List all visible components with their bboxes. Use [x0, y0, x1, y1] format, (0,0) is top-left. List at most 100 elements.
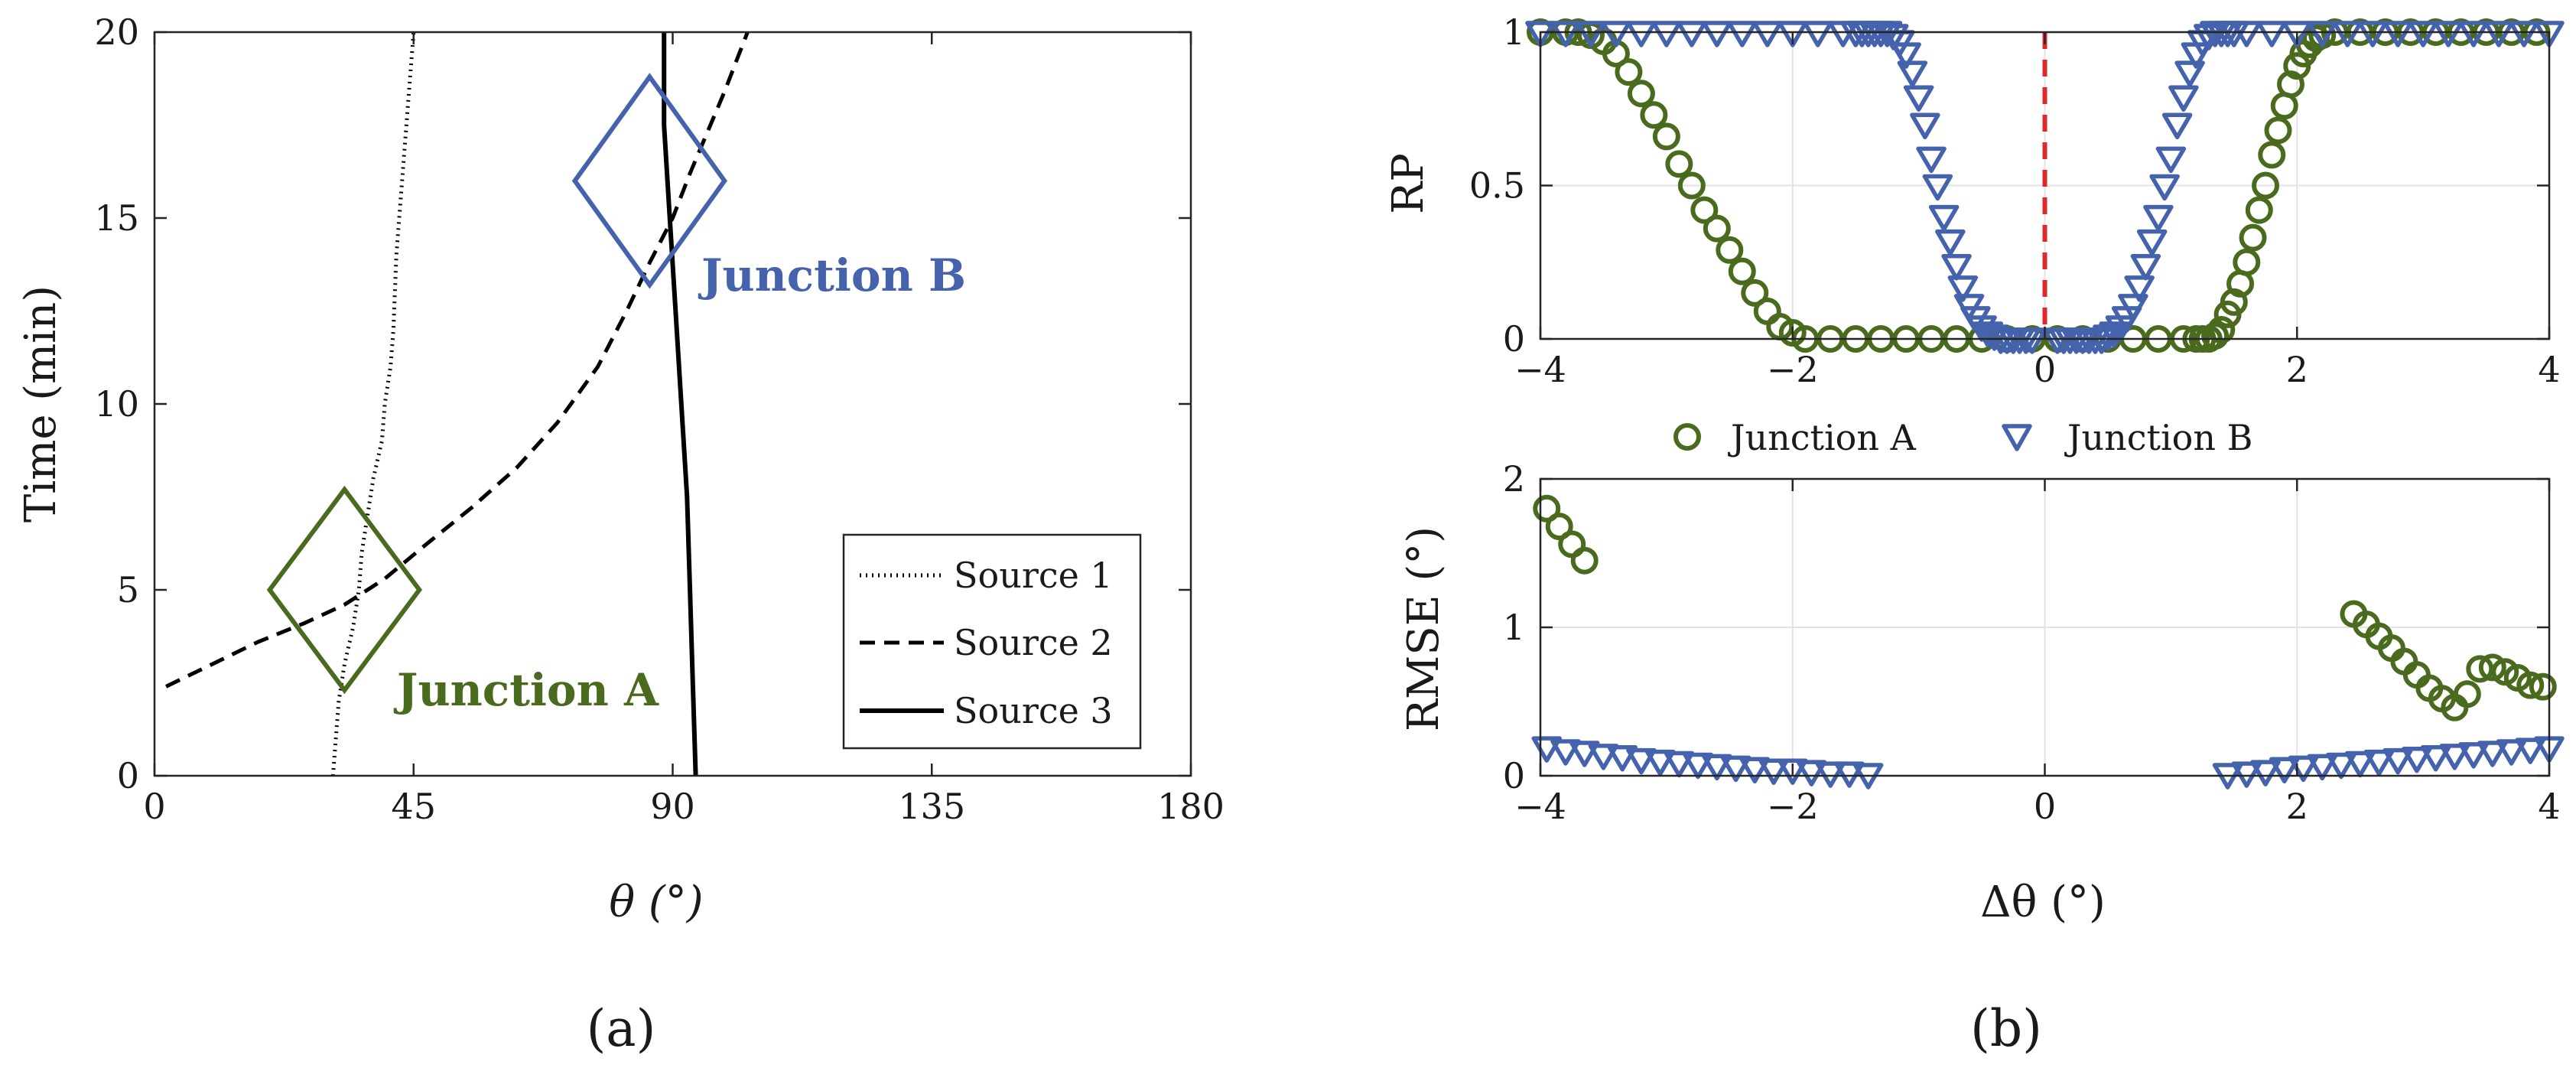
junction-a-diamond [266, 485, 423, 695]
panel-a-ytick-label-2: 10 [94, 383, 139, 425]
panel-b-top-ytick-label-0: 0 [1503, 318, 1525, 360]
panel-label-b: (b) [1970, 999, 2042, 1058]
panel-b-top-junction-b-point-11 [1802, 21, 1833, 47]
panel-b-top-junction-b-point-56 [2130, 254, 2161, 281]
panel-b-top-junction-b-point-50 [2093, 324, 2123, 351]
panel-b-top-junction-b-point-79 [2433, 21, 2464, 47]
panel-b-bottom-junction-b-point-11 [1739, 757, 1771, 784]
panel-b-top-junction-b-point-62 [2168, 85, 2199, 112]
panel-b-top-xtick-label-2: 0 [2034, 349, 2056, 390]
panel-b-bottom-ytick-label-2: 2 [1503, 458, 1525, 500]
panel-b-top-xtick-label-3: 2 [2286, 349, 2308, 390]
panel-b-top-junction-b-point-63 [2174, 60, 2205, 87]
panel-b-bottom-junction-b-point-32 [2477, 741, 2508, 767]
panel-b-bottom-junction-b-point-16 [1834, 761, 1865, 788]
panel-b-bottom-junction-b-point-9 [1702, 754, 1732, 781]
panel-a-xtick-label-4: 180 [1157, 786, 1225, 827]
panel-b-top-junction-b-point-58 [2143, 204, 2174, 232]
panel-b-top-junction-b-point-41 [2017, 327, 2047, 354]
panel-b-top-junction-a-point-10 [1665, 150, 1693, 178]
panel-b-top-junction-b-point-0 [1525, 21, 1556, 47]
panel-b-top-junction-b-point-71 [2231, 21, 2262, 47]
panel-a-ytick-label-0: 0 [117, 755, 139, 796]
panel-a-xtick-label-2: 90 [650, 786, 695, 827]
panel-a-ticks: 0 45 90 135 180 0 5 10 15 20 [94, 11, 1224, 827]
panel-b-bottom-junction-b-point-25 [2344, 751, 2376, 778]
panel-a-xlabel: θ (°) [609, 878, 703, 927]
panel-b-top-junction-b-point-22 [1897, 60, 1928, 87]
legend-label-source-3: Source 3 [954, 690, 1113, 731]
panel-b-bottom-junction-b-point-7 [1664, 751, 1695, 778]
panel-b-top-junction-a-point-39 [2201, 321, 2230, 350]
panel-b-top-junction-b-point-57 [2136, 229, 2168, 256]
panel-b-bottom-junction-b-point-31 [2458, 742, 2489, 769]
panel-b-bottom-junction-b-point-28 [2402, 746, 2432, 773]
panel-b-top-junction-a-point-49 [2264, 116, 2292, 145]
panel-b-bottom-junction-b-point-1 [1550, 739, 1581, 766]
panel-a-xtick-label-3: 135 [898, 786, 965, 827]
panel-b-bottom-junction-a-point-14 [2466, 655, 2494, 683]
panel-b-bottom-xtick-label-3: 2 [2286, 786, 2308, 827]
panel-b-top-junction-b-point-72 [2256, 21, 2288, 47]
panel-b-bottom-junction-a-point-13 [2453, 680, 2481, 708]
panel-b-top-junction-b-point-9 [1752, 21, 1783, 47]
panel-b-bottom-junction-b-point-12 [1758, 758, 1789, 785]
panel-a: 0 45 90 135 180 0 5 10 15 20 θ (°) Time (min) Sou… [16, 11, 1225, 927]
panel-b-top-ytick-label-1: 0.5 [1469, 165, 1525, 207]
panel-b-bottom-junction-a-point-0 [1533, 494, 1561, 523]
panel-b-bottom-xlabel: Δθ (°) [1980, 878, 2106, 927]
panel-b-bottom-junction-b-point-26 [2363, 749, 2395, 777]
panel-b-top: −4 −2 0 2 4 0 0.5 1 RP Junction A Junction B [1384, 11, 2565, 458]
panel-b-bottom-ylabel: RMSE (°) [1399, 526, 1449, 731]
junction-b-diamond [571, 73, 727, 289]
series-line-source-2 [165, 31, 750, 689]
panel-b-top-junction-b-point-49 [2086, 327, 2117, 354]
panel-b-bottom-junction-b-point-8 [1683, 752, 1713, 780]
panel-b-top-ytick-label-2: 1 [1503, 11, 1525, 53]
panel-b-bottom-junction-b-point-6 [1644, 749, 1676, 777]
panel-b-top-junction-b-point-21 [1891, 42, 1921, 69]
panel-b-bottom-junction-b-point-20 [2250, 760, 2281, 786]
panel-b-top-junction-b-point-7 [1702, 21, 1732, 47]
panel-b-bottom-junction-b-point-24 [2326, 752, 2356, 780]
panel-b-top-xtick-label-0: −4 [1514, 349, 1566, 390]
panel-b-legend: Junction A Junction B [1673, 417, 2252, 458]
panel-b-bottom-junction-b-point-33 [2496, 739, 2527, 766]
panel-label-a: (a) [587, 999, 656, 1058]
panel-b-bottom-ticks: −4 −2 0 2 4 0 1 2 [1503, 458, 2561, 827]
panel-b-top-junction-b-point-10 [1778, 21, 1808, 47]
panel-b-bottom-junction-b-point-19 [2231, 761, 2262, 788]
panel-b-bottom-junction-b-point-13 [1778, 758, 1808, 785]
legend-label-junction-a: Junction A [1728, 417, 1917, 458]
panel-b-top-junction-b-point-74 [2307, 21, 2337, 47]
panel-b-top-junction-a-point-7 [1627, 80, 1655, 108]
panel-a-ytick-label-3: 15 [94, 197, 139, 239]
panel-b-bottom-junction-b-point-30 [2439, 744, 2470, 770]
panel-b-bottom-junction-b-point-27 [2382, 747, 2413, 775]
panel-b-top-junction-b-point-28 [1935, 229, 1966, 256]
legend-marker-junction-b [2002, 424, 2032, 451]
panel-b-top-junction-b-point-77 [2382, 21, 2413, 47]
legend-label-source-1: Source 1 [954, 555, 1113, 596]
panel-b-bottom-junction-a-point-18 [2516, 671, 2545, 699]
legend-label-junction-b: Junction B [2064, 417, 2252, 458]
junction-a-label: Junction A [393, 664, 659, 716]
panel-a-ytick-label-4: 20 [94, 11, 139, 53]
panel-b-top-junction-b-point-3 [1601, 21, 1631, 47]
panel-b-top-junction-a-point-14 [1716, 236, 1744, 264]
junction-b-label: Junction B [698, 249, 966, 301]
panel-b-bottom-junction-b-point-29 [2420, 745, 2451, 772]
panel-b-bottom-xtick-label-0: −4 [1514, 786, 1566, 827]
panel-a-plot-marks [165, 31, 750, 777]
panel-b-bottom-junction-b-point-2 [1569, 741, 1600, 767]
panel-b-top-junction-b-point-4 [1626, 21, 1657, 47]
series-line-source-3 [662, 32, 698, 777]
panel-b-bottom-ytick-label-1: 1 [1503, 607, 1525, 648]
panel-b-top-junction-b-point-75 [2332, 21, 2363, 47]
panel-b-top-junction-b-point-61 [2161, 112, 2193, 140]
panel-b-bottom-xtick-label-2: 0 [2034, 786, 2056, 827]
panel-b-top-junction-b-point-19 [1878, 24, 1909, 50]
panel-b-top-junction-b-point-83 [2534, 21, 2565, 47]
legend-label-source-2: Source 2 [954, 622, 1113, 663]
